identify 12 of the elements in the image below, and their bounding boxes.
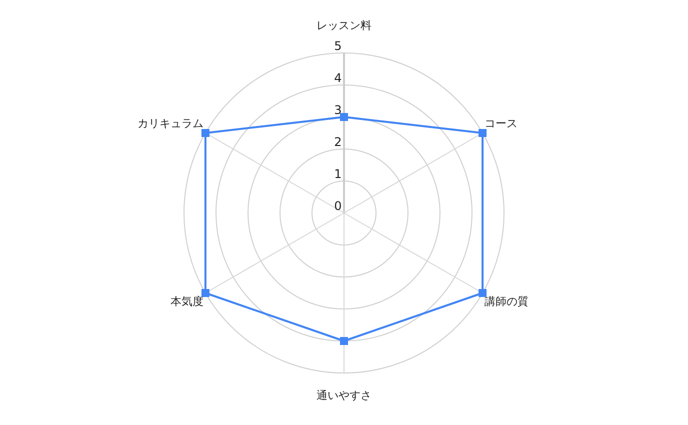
y-tick-label: 1 <box>334 167 342 181</box>
spoke-label: 通いやすさ <box>316 389 372 402</box>
y-tick-label: 4 <box>334 71 342 85</box>
y-tick-label: 0 <box>334 199 342 213</box>
spoke-label: カリキュラム <box>137 117 204 130</box>
spoke-label: 講師の質 <box>484 295 529 308</box>
y-tick-label: 3 <box>334 103 342 117</box>
spoke-label: レッスン料 <box>316 19 372 32</box>
y-tick-label: 5 <box>334 39 342 53</box>
y-tick-label: 2 <box>334 135 342 149</box>
spoke-label: 本気度 <box>170 295 204 308</box>
spoke-label: コース <box>484 117 518 130</box>
